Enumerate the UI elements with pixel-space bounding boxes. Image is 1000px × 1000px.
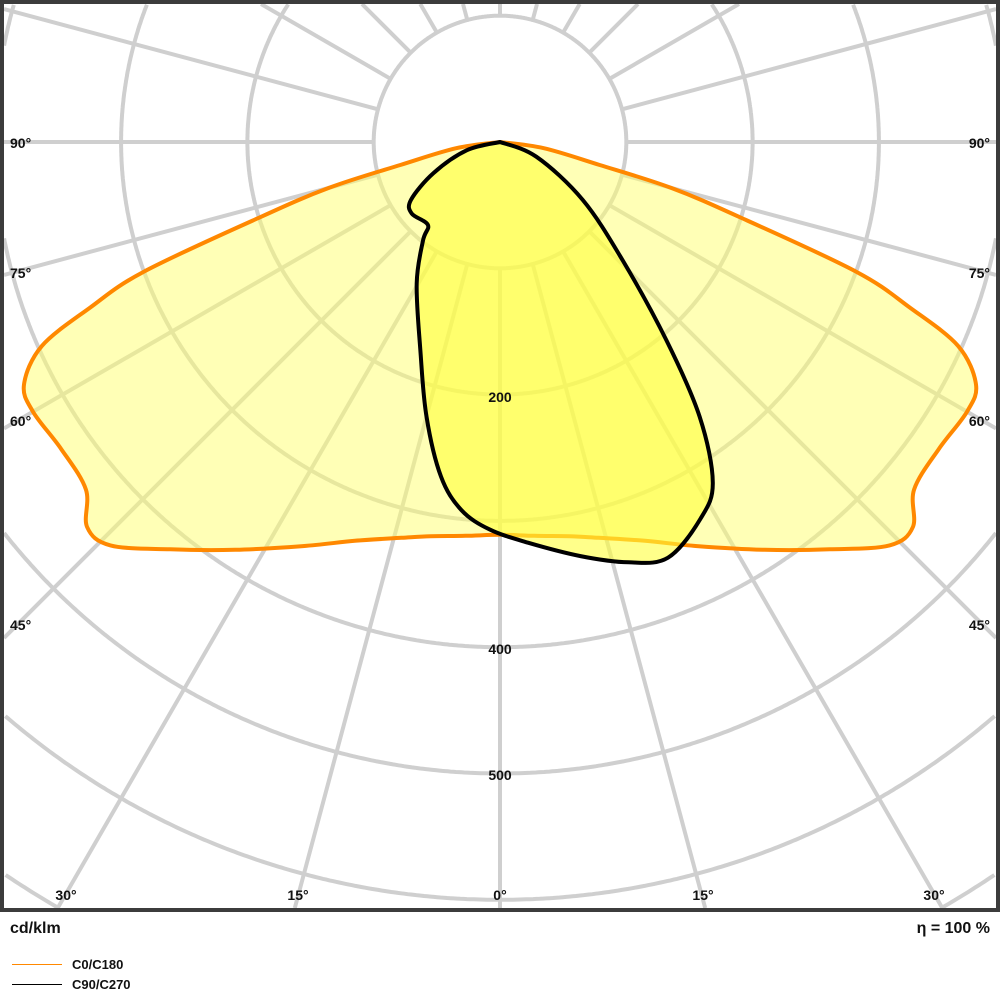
grid-ring-500 <box>4 531 996 776</box>
legend-swatch-black <box>12 984 62 985</box>
angle-label-right-45: 45° <box>969 617 990 633</box>
angle-label-bottom-left-30: 30° <box>55 887 76 903</box>
grid-spoke-165 <box>530 4 539 21</box>
legend-item-c0-c180: C0/C180 <box>12 957 123 972</box>
legend-label: C0/C180 <box>72 957 124 972</box>
labels: 200 400 500 90° 75° 60° 45° 90° 75° 60° … <box>10 135 990 903</box>
angle-label-bottom-left-15: 15° <box>287 887 308 903</box>
grid-spoke-105 <box>621 7 996 112</box>
angle-label-bottom-right-30: 30° <box>923 887 944 903</box>
curve-c90-c270 <box>406 140 715 565</box>
angle-label-left-45: 45° <box>10 617 31 633</box>
grid-spoke-135 <box>587 4 640 55</box>
series-c90-c270 <box>406 140 715 565</box>
angle-label-right-60: 60° <box>969 413 990 429</box>
legend-swatch-orange <box>12 964 62 965</box>
grid-spoke-240 <box>260 4 392 81</box>
radial-label-500: 500 <box>488 767 512 783</box>
legend-item-c90-c270: C90/C270 <box>12 977 131 992</box>
grid-spoke-255 <box>4 7 379 112</box>
angle-label-left-90: 90° <box>10 135 31 151</box>
grid-spoke-210 <box>418 4 439 34</box>
curves <box>21 140 979 565</box>
angle-label-bottom-right-15: 15° <box>692 887 713 903</box>
efficiency-label: η = 100 % <box>916 920 990 937</box>
grid-ring-600 <box>4 714 996 902</box>
grid-ring-700 <box>4 873 996 908</box>
radial-label-200: 200 <box>488 389 512 405</box>
angle-label-left-60: 60° <box>10 413 31 429</box>
legend-label: C90/C270 <box>72 977 131 992</box>
angle-label-bottom-0: 0° <box>493 887 506 903</box>
angle-label-left-75: 75° <box>10 265 31 281</box>
grid-spoke-225 <box>360 4 413 55</box>
grid-spoke-195 <box>461 4 470 21</box>
grid-spoke-150 <box>561 4 582 34</box>
angle-label-right-90: 90° <box>969 135 990 151</box>
radial-label-400: 400 <box>488 641 512 657</box>
grid-spoke-120 <box>608 4 741 81</box>
angle-label-right-75: 75° <box>969 265 990 281</box>
unit-label: cd/klm <box>10 920 61 937</box>
